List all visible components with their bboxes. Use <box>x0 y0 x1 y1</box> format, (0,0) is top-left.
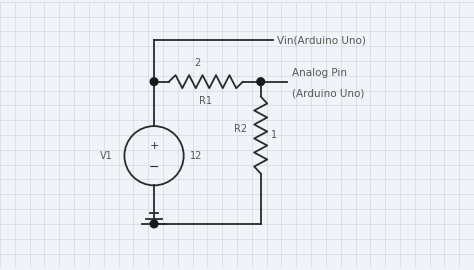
Circle shape <box>257 78 264 86</box>
Text: 12: 12 <box>190 151 202 161</box>
Text: Analog Pin: Analog Pin <box>292 68 347 78</box>
Text: +: + <box>149 141 159 151</box>
Text: R1: R1 <box>200 96 212 106</box>
Text: V1: V1 <box>100 151 113 161</box>
Text: (Arduino Uno): (Arduino Uno) <box>292 89 364 99</box>
Text: 1: 1 <box>271 130 277 140</box>
Circle shape <box>150 78 158 86</box>
Text: 2: 2 <box>194 58 200 68</box>
Text: −: − <box>149 160 159 174</box>
Circle shape <box>150 220 158 228</box>
Text: R2: R2 <box>234 124 247 134</box>
Text: Vin(Arduino Uno): Vin(Arduino Uno) <box>277 35 366 45</box>
